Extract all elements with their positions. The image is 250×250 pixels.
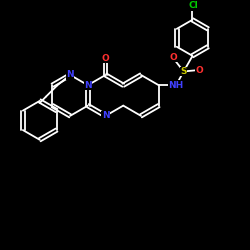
Text: O: O bbox=[170, 53, 177, 62]
Text: NH: NH bbox=[168, 81, 184, 90]
Text: O: O bbox=[102, 54, 110, 63]
Text: S: S bbox=[180, 67, 187, 76]
Text: N: N bbox=[66, 70, 74, 80]
Text: Cl: Cl bbox=[189, 1, 198, 10]
Text: N: N bbox=[102, 111, 109, 120]
Text: N: N bbox=[84, 81, 92, 90]
Text: O: O bbox=[196, 66, 203, 75]
